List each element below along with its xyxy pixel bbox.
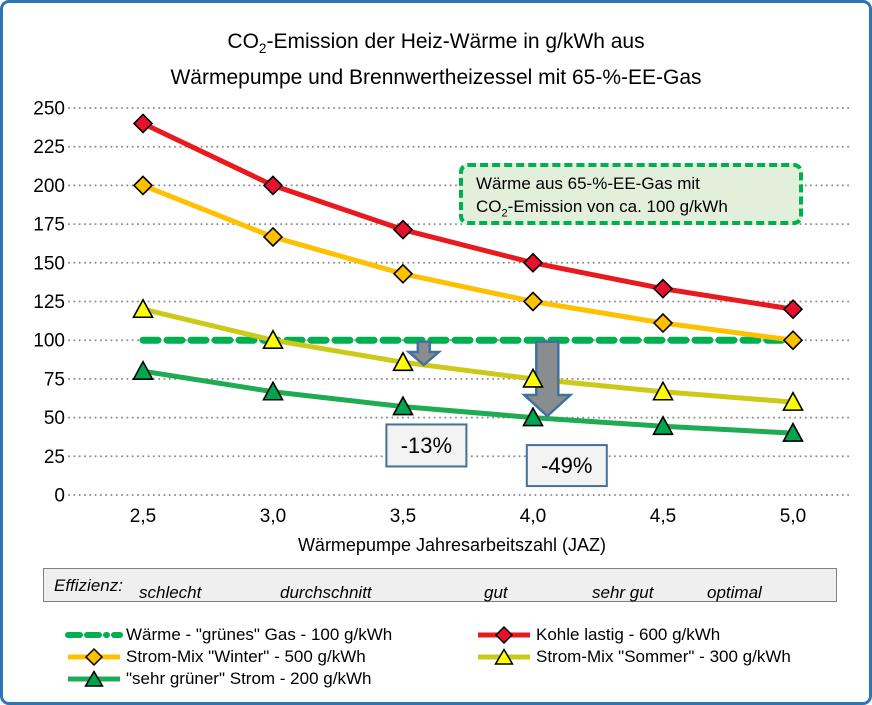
- data-point-sehr-gruener-strom: [652, 415, 674, 436]
- data-point-strom-mix-winter: [652, 312, 674, 334]
- reduction-label-box: [385, 423, 468, 468]
- legend-label-strom-mix-winter: Strom-Mix "Winter" - 500 g/kWh: [126, 647, 366, 666]
- data-point-strom-mix-sommer: [652, 380, 674, 401]
- y-tick-label: 75: [44, 369, 65, 390]
- data-point-kohle-lastig: [652, 278, 674, 299]
- legend-swatch-strom-mix-sommer: [478, 648, 530, 665]
- x-tick-label: 2,5: [130, 506, 156, 527]
- legend-swatch-strom-mix-winter: [68, 647, 120, 667]
- data-point-kohle-lastig: [392, 219, 414, 240]
- legend-label-strom-mix-sommer: Strom-Mix "Sommer" - 300 g/kWh: [536, 647, 791, 666]
- chart-canvas: 0 25 50 75 100 125 150 175 200 225 250 2,5 3,0 3,5 4,0…: [33, 99, 850, 555]
- efficiency-level-gut: gut: [484, 583, 508, 602]
- diamond-marker-icon: [84, 647, 104, 667]
- data-point-strom-mix-sommer: [782, 390, 804, 411]
- triangle-marker-icon: [494, 648, 514, 665]
- reduction-arrow: [521, 340, 574, 418]
- y-tick-label: 250: [33, 99, 65, 120]
- data-point-sehr-gruener-strom: [782, 421, 804, 442]
- data-point-strom-mix-winter: [782, 330, 804, 351]
- legend-item-sehr-gruener-strom: "sehr grüner" Strom - 200 g/kWh: [65, 668, 392, 690]
- legend-item-strom-mix-sommer: Strom-Mix "Sommer" - 300 g/kWh: [475, 646, 791, 668]
- data-point-strom-mix-sommer: [262, 329, 284, 349]
- efficiency-level-schlecht: schlecht: [139, 583, 202, 602]
- x-axis-title: Wärmepumpe Jahresarbeitszahl (JAZ): [298, 535, 606, 555]
- data-point-sehr-gruener-strom: [392, 395, 414, 416]
- legend-left-column: Wärme - "grünes" Gas - 100 g/kWh Strom-Mi…: [65, 624, 392, 690]
- legend-item-strom-mix-winter: Strom-Mix "Winter" - 500 g/kWh: [65, 646, 392, 668]
- legend-item-kohle-lastig: Kohle lastig - 600 g/kWh: [475, 624, 791, 646]
- x-tick-label: 5,0: [780, 506, 806, 527]
- reduction-label: -13%: [401, 433, 452, 458]
- callout-box: Wärme aus 65-%-EE-Gas mit CO2-Emission v…: [459, 163, 803, 225]
- triangle-marker-icon: [84, 670, 104, 687]
- legend-label-gruenes-gas: Wärme - "grünes" Gas - 100 g/kWh: [126, 625, 393, 644]
- legend-right-column: Kohle lastig - 600 g/kWh Strom-Mix "Somme…: [475, 624, 791, 668]
- callout-line2: CO2-Emission von ca. 100 g/kWh: [476, 197, 728, 220]
- efficiency-label: Effizienz:: [54, 576, 123, 595]
- chart-title-line1: CO2-Emission der Heiz-Wärme in g/kWh aus: [227, 30, 645, 57]
- series-line-strom-mix-sommer: [142, 306, 794, 405]
- series-line-kohle-lastig: [141, 121, 794, 312]
- x-tick-label: 3,0: [260, 506, 286, 527]
- series-line-strom-mix-winter: [142, 183, 794, 343]
- chart-title-line2: Wärmepumpe und Brennwertheizessel mit 65…: [170, 66, 702, 90]
- legend-swatch-sehr-gruener-strom: [68, 670, 120, 687]
- callout-line1: Wärme aus 65-%-EE-Gas mit: [476, 174, 700, 193]
- legend-swatch-kohle-lastig: [478, 625, 530, 645]
- y-tick-label: 0: [54, 486, 65, 507]
- y-tick-label: 25: [44, 447, 65, 468]
- data-point-kohle-lastig: [132, 113, 154, 134]
- x-tick-label: 4,5: [650, 506, 676, 527]
- data-point-strom-mix-sommer: [522, 367, 544, 388]
- y-tick-label: 125: [33, 292, 65, 313]
- efficiency-level-durchschnitt: durchschnitt: [280, 583, 372, 602]
- data-point-strom-mix-sommer: [132, 298, 154, 319]
- legend-label-kohle-lastig: Kohle lastig - 600 g/kWh: [536, 625, 721, 644]
- diamond-marker-icon: [494, 625, 514, 645]
- data-point-sehr-gruener-strom: [132, 359, 154, 380]
- y-tick-label: 50: [44, 408, 65, 429]
- legend-label-sehr-gruener-strom: "sehr grüner" Strom - 200 g/kWh: [126, 669, 372, 688]
- efficiency-level-sehr-gut: sehr gut: [592, 583, 654, 602]
- reduction-label-box: [525, 444, 608, 488]
- data-point-sehr-gruener-strom: [522, 406, 544, 427]
- series-line-sehr-gruener-strom: [142, 368, 794, 436]
- x-tick-label: 3,5: [390, 506, 416, 527]
- data-point-strom-mix-winter: [392, 263, 414, 284]
- y-tick-label: 100: [33, 331, 65, 352]
- y-tick-label: 225: [33, 137, 65, 158]
- reduction-label: -49%: [541, 453, 592, 478]
- data-point-kohle-lastig: [262, 175, 284, 196]
- y-tick-label: 200: [33, 176, 65, 197]
- legend-swatch-gruenes-gas: [65, 632, 123, 638]
- legend-item-gruenes-gas: Wärme - "grünes" Gas - 100 g/kWh: [65, 624, 392, 646]
- data-point-strom-mix-sommer: [392, 351, 414, 372]
- data-point-sehr-gruener-strom: [262, 380, 284, 401]
- data-point-kohle-lastig: [782, 299, 804, 320]
- reduction-arrow: [405, 340, 443, 367]
- data-point-kohle-lastig: [522, 252, 544, 273]
- y-tick-label: 150: [33, 253, 65, 274]
- y-tick-label: 175: [33, 215, 65, 236]
- chart-title: CO2-Emission der Heiz-Wärme in g/kWh aus…: [3, 27, 869, 92]
- efficiency-bar: Effizienz: schlecht durchschnitt gut sehr g…: [43, 568, 837, 602]
- efficiency-level-optimal: optimal: [707, 583, 762, 602]
- x-tick-label: 4,0: [520, 506, 546, 527]
- data-point-strom-mix-winter: [132, 175, 154, 196]
- data-point-strom-mix-winter: [262, 226, 284, 248]
- data-point-strom-mix-winter: [522, 291, 544, 312]
